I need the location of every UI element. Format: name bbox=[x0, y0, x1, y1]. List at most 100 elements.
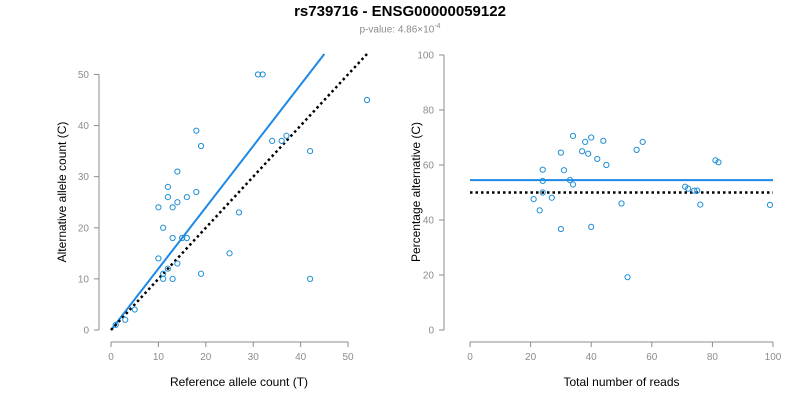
left-data-point bbox=[164, 194, 171, 201]
right-data-point bbox=[633, 146, 640, 153]
right-data-point bbox=[697, 201, 704, 208]
left-data-point bbox=[278, 137, 285, 144]
right-data-point bbox=[539, 166, 546, 173]
left-data-point bbox=[160, 224, 167, 231]
right-y-tick-label: 100 bbox=[417, 51, 434, 62]
left-y-tick-label: 0 bbox=[83, 326, 89, 337]
right-data-point bbox=[694, 187, 701, 194]
left-data-point bbox=[169, 275, 176, 282]
p-value-prefix: p-value: bbox=[359, 24, 398, 36]
left-fit-line bbox=[110, 53, 326, 331]
right-data-point bbox=[766, 201, 774, 208]
left-data-point bbox=[155, 255, 162, 262]
right-data-point bbox=[536, 207, 543, 214]
left-data-point bbox=[235, 209, 243, 216]
left-x-tick-label: 10 bbox=[153, 352, 165, 363]
right-data-point bbox=[539, 189, 546, 196]
right-data-point bbox=[548, 194, 555, 201]
left-data-point bbox=[226, 250, 233, 257]
right-data-point bbox=[685, 185, 692, 192]
chart-title: rs739716 - ENSG00000059122 bbox=[294, 3, 506, 20]
right-data-point bbox=[588, 223, 595, 230]
left-data-point bbox=[122, 316, 129, 323]
chart-subtitle: p-value: 4.86×10-4 bbox=[0, 23, 800, 35]
right-data-point bbox=[588, 134, 595, 141]
right-data-point bbox=[618, 200, 625, 207]
right-data-point bbox=[712, 157, 719, 164]
left-y-tick-label: 40 bbox=[78, 121, 90, 132]
left-data-point bbox=[160, 275, 167, 282]
left-reference-line bbox=[110, 53, 368, 331]
right-y-axis-title: Percentage alternative (C) bbox=[409, 122, 423, 262]
right-data-point bbox=[569, 132, 577, 139]
left-x-tick-label: 0 bbox=[108, 352, 114, 363]
right-x-tick-label: 20 bbox=[525, 352, 537, 363]
left-y-tick-label: 20 bbox=[78, 223, 90, 234]
right-data-point bbox=[579, 148, 586, 155]
left-data-point bbox=[193, 188, 200, 196]
p-value-mantissa: 4.86×10 bbox=[397, 24, 435, 36]
right-data-point bbox=[603, 161, 610, 169]
left-data-point bbox=[174, 199, 181, 206]
left-data-point bbox=[174, 168, 181, 175]
right-data-point bbox=[594, 155, 601, 163]
left-y-tick-label: 10 bbox=[78, 274, 90, 285]
left-data-point bbox=[164, 265, 171, 272]
right-y-tick-label: 20 bbox=[423, 271, 435, 282]
right-data-point bbox=[530, 196, 537, 203]
right-data-point bbox=[585, 150, 592, 157]
left-data-point bbox=[169, 234, 176, 242]
right-x-tick-label: 100 bbox=[765, 352, 782, 363]
right-x-tick-label: 0 bbox=[467, 352, 473, 363]
right-data-point bbox=[691, 187, 698, 194]
left-data-point bbox=[131, 306, 138, 313]
right-y-tick-label: 0 bbox=[428, 326, 434, 337]
left-data-point bbox=[193, 127, 200, 134]
left-y-tick-label: 50 bbox=[78, 70, 90, 81]
left-y-tick-label: 30 bbox=[78, 172, 90, 183]
left-x-tick-label: 40 bbox=[295, 352, 307, 363]
right-data-point bbox=[569, 181, 577, 188]
right-data-point bbox=[557, 149, 565, 156]
left-x-tick-label: 50 bbox=[342, 352, 354, 363]
right-data-point bbox=[566, 177, 574, 184]
left-data-point bbox=[307, 275, 314, 282]
right-data-point bbox=[539, 177, 546, 185]
left-data-point bbox=[164, 183, 171, 190]
left-data-point bbox=[169, 204, 176, 211]
left-data-point bbox=[197, 142, 205, 150]
right-data-point bbox=[715, 159, 722, 166]
left-data-point bbox=[155, 204, 162, 211]
right-y-tick-label: 80 bbox=[423, 106, 435, 117]
right-data-point bbox=[682, 183, 689, 190]
right-data-point bbox=[560, 167, 568, 174]
right-x-tick-label: 40 bbox=[586, 352, 598, 363]
left-x-tick-label: 20 bbox=[200, 352, 212, 363]
right-data-point bbox=[582, 138, 589, 145]
left-x-tick-label: 30 bbox=[248, 352, 260, 363]
left-data-point bbox=[112, 321, 119, 328]
left-data-point bbox=[174, 260, 181, 267]
right-x-tick-label: 80 bbox=[707, 352, 719, 363]
right-y-tick-label: 60 bbox=[423, 161, 435, 172]
right-data-point bbox=[624, 274, 631, 281]
left-data-point bbox=[183, 234, 190, 242]
left-data-point bbox=[259, 71, 266, 78]
p-value-exponent: -4 bbox=[434, 23, 441, 30]
left-data-point bbox=[363, 96, 371, 104]
left-data-point bbox=[283, 132, 290, 139]
right-x-tick-label: 60 bbox=[646, 352, 658, 363]
left-x-axis-title: Reference allele count (T) bbox=[170, 375, 308, 389]
right-y-tick-label: 40 bbox=[423, 216, 435, 227]
right-data-point bbox=[557, 225, 565, 233]
left-data-point bbox=[269, 137, 276, 144]
left-data-point bbox=[307, 148, 314, 155]
right-data-point bbox=[600, 137, 607, 144]
left-y-axis-title: Alternative allele count (C) bbox=[55, 122, 69, 263]
right-data-point bbox=[639, 138, 646, 145]
left-data-point bbox=[183, 194, 190, 201]
right-x-axis-title: Total number of reads bbox=[563, 375, 679, 389]
left-data-point bbox=[197, 270, 205, 277]
